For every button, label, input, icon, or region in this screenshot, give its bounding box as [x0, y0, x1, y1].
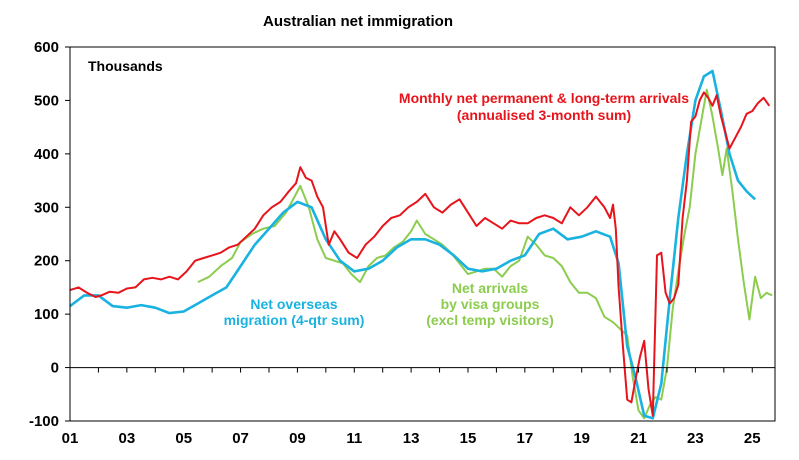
x-tick-label: 23 — [687, 430, 704, 447]
y-tick-label: 100 — [34, 306, 59, 323]
monthly-net-arrivals-label: (annualised 3-month sum) — [457, 107, 631, 123]
x-tick-label: 15 — [460, 430, 477, 447]
x-tick-label: 17 — [516, 430, 533, 447]
x-tick-label: 11 — [346, 430, 362, 447]
x-tick-label: 19 — [573, 430, 590, 447]
x-tick-label: 21 — [630, 430, 647, 447]
y-tick-label: 0 — [51, 360, 59, 377]
y-tick-label: 600 — [34, 39, 59, 56]
axes: -100 0 100 200 300 400 500 600 01 03 05 07 09 11 13 15 1… — [29, 39, 776, 447]
monthly-net-arrivals-line — [70, 91, 771, 417]
series-labels: Monthly net permanent & long-term arriva… — [224, 90, 690, 328]
y-tick-label: 200 — [34, 253, 59, 270]
net-arrivals-visa-groups-label: (excl temp visitors) — [426, 312, 554, 328]
y-tick-label: 500 — [34, 92, 59, 109]
x-tick-label: 25 — [744, 430, 761, 447]
net-arrivals-visa-groups-label: by visa groups — [441, 296, 540, 312]
net-arrivals-visa-groups-line — [197, 88, 773, 420]
y-tick-label: 400 — [34, 146, 59, 163]
x-tick-label: 05 — [175, 430, 192, 447]
x-tick-label: 07 — [232, 430, 249, 447]
net-overseas-migration-line — [70, 69, 756, 420]
net-overseas-migration-label: Net overseas — [250, 296, 337, 312]
y-tick-label: 300 — [34, 199, 59, 216]
net-arrivals-visa-groups-label: Net arrivals — [452, 280, 528, 296]
plot-area — [70, 69, 773, 420]
x-tick-label: 13 — [403, 430, 420, 447]
x-tick-label: 03 — [119, 430, 136, 447]
y-axis-unit-label: Thousands — [88, 58, 163, 74]
x-tick-label: 09 — [289, 430, 306, 447]
x-tick-label: 01 — [62, 430, 79, 447]
plot-frame — [69, 46, 776, 422]
net-overseas-migration-label: migration (4-qtr sum) — [224, 312, 365, 328]
y-tick-label: -100 — [29, 413, 59, 430]
monthly-net-arrivals-label: Monthly net permanent & long-term arriva… — [399, 90, 689, 106]
chart-title: Australian net immigration — [263, 13, 453, 30]
